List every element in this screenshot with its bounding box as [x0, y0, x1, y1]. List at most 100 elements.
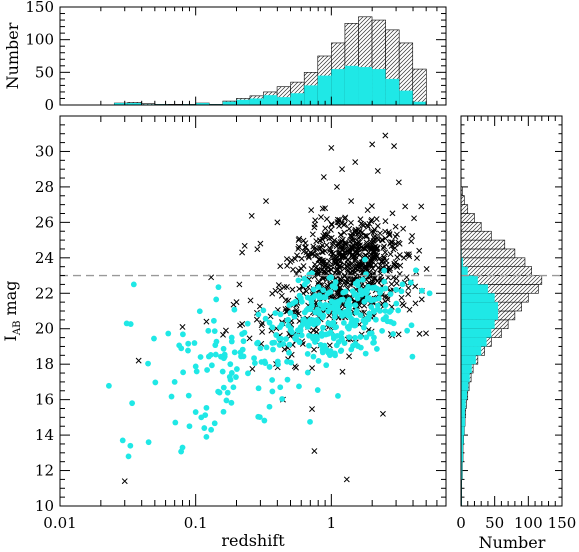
right-histogram-bar — [461, 302, 499, 311]
scatter-point-dot — [289, 329, 295, 335]
top-histogram-bar — [114, 103, 128, 105]
top-histogram-bar — [263, 95, 278, 105]
scatter-point-cross — [259, 320, 266, 327]
scatter-point-dot — [344, 299, 351, 306]
scatter-point-cross — [405, 291, 412, 298]
scatter-point-dot — [374, 302, 381, 309]
scatter-point-cross — [294, 252, 300, 259]
y-tick-label: 20 — [35, 320, 54, 338]
scatter-point-cross — [399, 300, 406, 307]
top-hist-y-tick-label: 150 — [25, 0, 54, 16]
scatter-point-cross — [349, 252, 356, 259]
scatter-point-cross — [396, 252, 403, 258]
right-histogram-bar — [460, 248, 516, 259]
scatter-point-dot — [201, 425, 208, 431]
scatter-point-cross — [253, 316, 260, 323]
scatter-point-cross — [379, 410, 386, 417]
scatter-point-dot — [295, 277, 302, 284]
scatter-point-dot — [277, 384, 284, 391]
top-histogram-bar — [222, 101, 237, 105]
scatter-point-dot — [409, 353, 416, 360]
scatter-point-cross — [298, 265, 305, 272]
scatter-point-dot — [205, 327, 212, 334]
scatter-point-dot — [266, 364, 273, 370]
scatter-point-dot — [260, 307, 267, 314]
right-histogram-bar — [461, 381, 469, 391]
scatter-point-cross — [288, 257, 295, 264]
right-histogram-bar — [461, 399, 466, 409]
right-histogram-bar — [461, 470, 463, 480]
top-histogram-bar — [195, 103, 210, 105]
scatter-point-cross — [222, 327, 229, 334]
scatter-point-dot — [276, 342, 283, 348]
scatter-point-dot — [322, 294, 329, 301]
scatter-point-cross — [309, 231, 316, 238]
scatter-point-dot — [357, 287, 364, 294]
scatter-point-cross — [403, 251, 410, 258]
scatter-point-cross — [344, 266, 351, 273]
scatter-point-dot — [310, 286, 317, 293]
scatter-point-cross — [336, 243, 343, 250]
scatter-point-dot — [191, 340, 198, 346]
scatter-point-cross — [369, 141, 376, 148]
y-tick-label: 16 — [35, 391, 54, 409]
scatter-point-dot — [352, 334, 358, 341]
scatter-point-cross — [220, 331, 226, 338]
scatter-point-dot — [362, 350, 369, 357]
scatter-point-cross — [341, 222, 348, 228]
scatter-point-dot — [306, 342, 312, 349]
scatter-point-cross — [350, 263, 357, 270]
scatter-point-cross — [300, 248, 307, 255]
y-tick-label: 14 — [35, 426, 54, 444]
scatter-point-cross — [412, 300, 419, 307]
scatter-point-dot — [315, 318, 322, 325]
scatter-point-cross — [237, 322, 244, 329]
top-histogram-bar — [358, 67, 373, 105]
scatter-point-dot — [370, 339, 377, 346]
scatter-point-cross — [423, 330, 429, 337]
scatter-point-cross — [317, 237, 324, 244]
scatter-point-dot — [334, 333, 341, 339]
scatter-point-dot — [196, 308, 203, 315]
scatter-point-dot — [329, 283, 336, 290]
scatter-point-dot — [326, 352, 333, 359]
scatter-point-dot — [300, 316, 307, 323]
top-histogram-bar — [317, 75, 332, 105]
scatter-point-dot — [283, 336, 289, 342]
scatter-point-cross — [381, 243, 388, 250]
top-histogram-bar — [412, 68, 427, 106]
scatter-point-dot — [192, 409, 199, 415]
scatter-point-cross — [281, 284, 288, 291]
scatter-point-cross — [283, 256, 290, 263]
y-tick-label: 18 — [35, 355, 54, 373]
scatter-point-dot — [316, 292, 323, 299]
right-histogram-bar — [461, 257, 464, 267]
scatter-point-dot — [317, 342, 324, 348]
scatter-point-cross — [389, 210, 396, 217]
scatter-point-cross — [135, 357, 142, 364]
scatter-point-cross — [336, 223, 343, 229]
scatter-point-cross — [363, 243, 370, 250]
scatter-point-cross — [241, 242, 248, 249]
y-tick-label: 10 — [35, 497, 54, 515]
scatter-point-cross — [358, 261, 365, 268]
top-histogram-bar — [304, 85, 318, 105]
scatter-point-dot — [254, 340, 260, 347]
scatter-point-cross — [312, 217, 319, 224]
y-tick-label: 28 — [35, 178, 54, 196]
scatter-point-dot — [346, 323, 353, 330]
scatter-point-cross — [402, 203, 409, 210]
scatter-point-dot — [255, 413, 262, 420]
top-hist-y-tick-label: 50 — [35, 63, 54, 81]
scatter-point-cross — [331, 254, 338, 261]
scatter-point-cross — [379, 237, 386, 244]
x-tick-label: 0.01 — [43, 514, 76, 532]
scatter-point-dot — [382, 285, 389, 292]
top-histogram-bar — [277, 97, 291, 105]
scatter-point-dot — [374, 285, 380, 292]
right-hist-x-tick-label: 150 — [548, 514, 577, 532]
scatter-point-dot — [332, 279, 339, 285]
scatter-point-dot — [340, 319, 347, 326]
right-hist-x-tick-label: 100 — [514, 514, 543, 532]
